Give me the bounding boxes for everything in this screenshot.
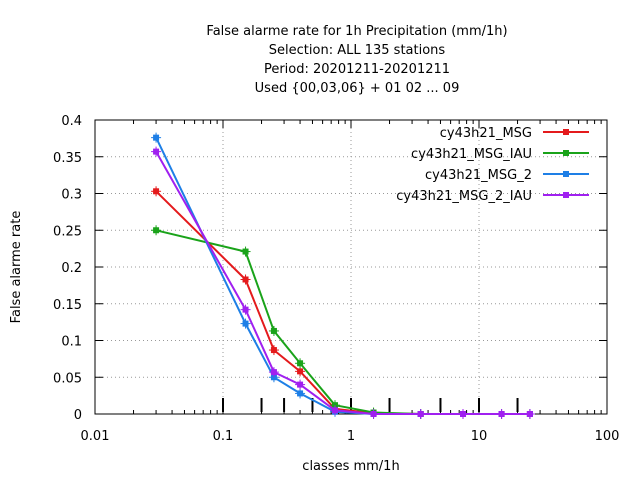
legend-label: cy43h21_MSG_2_IAU	[396, 189, 532, 204]
legend-item: cy43h21_MSG_2	[425, 168, 589, 183]
legend-marker	[563, 192, 569, 198]
legend-marker	[563, 150, 569, 156]
legend-item: cy43h21_MSG_2_IAU	[396, 189, 589, 204]
series-line	[155, 229, 530, 415]
x-tick-label: 0.01	[81, 429, 110, 444]
y-tick-label: 0.05	[53, 371, 82, 386]
legend-label: cy43h21_MSG_2	[425, 168, 532, 183]
legend: cy43h21_MSG cy43h21_MSG_IAU cy43h21_MSG_2c…	[396, 126, 589, 204]
y-tick-label: 0.1	[61, 335, 82, 350]
legend-item: cy43h21_MSG	[440, 126, 589, 141]
title-line: Used {00,03,06} + 01 02 ... 09	[255, 81, 460, 96]
series-cy43h21_MSG_2_IAU	[151, 146, 535, 419]
x-tick-label: 100	[595, 429, 620, 444]
legend-label: cy43h21_MSG	[440, 126, 532, 141]
legend-label: cy43h21_MSG_IAU	[411, 147, 532, 162]
x-tick-label: 1	[347, 429, 355, 444]
y-tick-label: 0.25	[53, 224, 82, 239]
x-axis-label: classes mm/1h	[302, 459, 399, 474]
y-tick-label: 0.15	[53, 298, 82, 313]
y-tick-label: 0	[74, 408, 82, 423]
series-cy43h21_MSG	[151, 186, 535, 419]
class-markers	[222, 398, 519, 412]
y-axis-label: False alarme rate	[9, 211, 24, 324]
x-tick-label: 0.1	[213, 429, 234, 444]
legend-marker	[563, 129, 569, 135]
series-line	[155, 151, 530, 415]
title-line: Selection: ALL 135 stations	[269, 43, 446, 58]
x-tick-label: 10	[471, 429, 488, 444]
series-line	[155, 190, 530, 415]
y-tick-label: 0.35	[53, 151, 82, 166]
y-tick-label: 0.2	[61, 261, 82, 276]
grid	[95, 120, 607, 414]
series	[151, 132, 535, 419]
x-axis: 0.01 0.1 1 10 100	[81, 120, 620, 444]
y-tick-label: 0.3	[61, 188, 82, 203]
legend-item: cy43h21_MSG_IAU	[411, 147, 589, 162]
y-axis: 0 0.05 0.1 0.15 0.2 0.25 0.3 0.35 0.4	[53, 114, 607, 423]
title-line: False alarme rate for 1h Precipitation (…	[206, 24, 507, 39]
title-line: Period: 20201211-20201211	[264, 62, 450, 77]
series-cy43h21_MSG_IAU	[151, 225, 535, 419]
y-tick-label: 0.4	[61, 114, 82, 129]
chart-title: False alarme rate for 1h Precipitation (…	[206, 24, 507, 96]
legend-marker	[563, 171, 569, 177]
